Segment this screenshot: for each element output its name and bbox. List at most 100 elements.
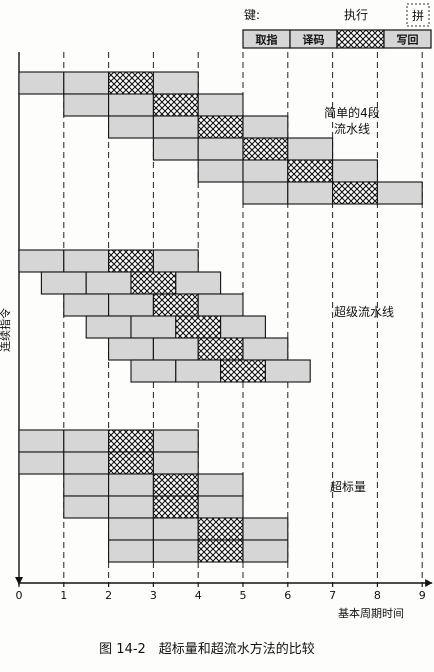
legend-writeback-label: 写回: [397, 33, 419, 47]
legend-key-label: 键:: [244, 8, 260, 22]
instruction-row: [63, 495, 244, 519]
stage-execute-cell: [197, 539, 244, 563]
stage-fetch-cell: [18, 429, 65, 453]
stage-fetch-cell: [108, 337, 154, 361]
stage-execute-cell: [197, 337, 244, 361]
x-tick-label: 9: [419, 589, 426, 602]
stage-writeback-cell: [242, 517, 289, 541]
stage-fetch-cell: [18, 249, 65, 273]
stage-fetch-cell: [108, 539, 154, 563]
stage-fetch-cell: [130, 359, 177, 383]
x-axis-label: 基本周期时间: [338, 606, 404, 620]
section-label: 流水线: [334, 122, 370, 136]
legend-writeback-box: [383, 29, 432, 49]
x-tick-label: 2: [105, 589, 112, 602]
stage-fetch-cell: [63, 473, 110, 497]
instruction-bars: [18, 71, 423, 563]
stage-fetch-cell: [18, 451, 65, 475]
stage-writeback-cell: [220, 315, 266, 339]
stage-execute-cell: [332, 181, 378, 205]
stage-fetch-cell: [63, 293, 110, 317]
x-axis-arrow: [425, 579, 433, 587]
x-tick-label: 1: [60, 589, 67, 602]
instruction-row: [40, 271, 222, 295]
stage-fetch-cell: [18, 71, 65, 95]
instruction-row: [63, 293, 244, 317]
stage-writeback-cell: [197, 473, 244, 497]
stage-writeback-cell: [376, 181, 423, 205]
section-label: 超级流水线: [334, 304, 394, 319]
x-tick-label: 8: [374, 589, 381, 602]
stage-decode-cell: [63, 451, 110, 475]
legend: 键: 执行 拼 取指 译码 写回: [242, 3, 432, 49]
stage-decode-cell: [108, 293, 154, 317]
stage-writeback-cell: [242, 115, 289, 139]
instruction-row: [108, 517, 289, 541]
instruction-row: [18, 451, 199, 475]
legend-exec-label: 执行: [344, 8, 368, 22]
legend-stage-boxes: 取指 译码 写回: [242, 29, 432, 49]
stage-decode-cell: [108, 473, 154, 497]
stage-writeback-cell: [152, 451, 199, 475]
stage-execute-cell: [175, 315, 222, 339]
stage-execute-cell: [152, 473, 199, 497]
instruction-row: [242, 181, 423, 205]
instruction-row: [108, 539, 289, 563]
stage-fetch-cell: [197, 159, 244, 183]
stage-decode-cell: [152, 517, 199, 541]
stage-fetch-cell: [63, 495, 110, 519]
stage-execute-cell: [108, 429, 154, 453]
stage-decode-cell: [63, 71, 110, 95]
stage-execute-cell: [242, 137, 289, 161]
stage-execute-cell: [197, 517, 244, 541]
stage-fetch-cell: [63, 93, 110, 117]
x-tick-label: 4: [195, 589, 202, 602]
stage-execute-cell: [197, 115, 244, 139]
x-tick-label: 5: [240, 589, 247, 602]
stage-writeback-cell: [242, 539, 289, 563]
legend-decode-label: 译码: [303, 34, 325, 47]
stage-writeback-cell: [242, 337, 289, 361]
section-label: 超标量: [330, 479, 366, 494]
corner-mark: 拼: [412, 9, 424, 23]
stage-execute-cell: [130, 271, 177, 295]
corner-mark-box: [406, 3, 430, 27]
stage-execute-cell: [220, 359, 266, 383]
time-axis: 0 1 2 3 4 5 6 7 8 9: [16, 579, 433, 602]
instruction-row: [108, 115, 289, 139]
stage-execute-cell: [108, 451, 154, 475]
stage-writeback-cell: [197, 93, 244, 117]
figure-caption: 图 14-2 超标量和超流水方法的比较: [99, 641, 315, 657]
stage-fetch-cell: [40, 271, 87, 295]
instruction-row: [63, 93, 244, 117]
instruction-row: [197, 159, 378, 183]
stage-writeback-cell: [152, 429, 199, 453]
stage-decode-cell: [108, 495, 154, 519]
instruction-row: [18, 429, 199, 453]
stage-fetch-cell: [85, 315, 132, 339]
stage-decode-cell: [63, 429, 110, 453]
stage-fetch-cell: [108, 115, 154, 139]
stage-decode-cell: [242, 159, 289, 183]
stage-decode-cell: [85, 271, 132, 295]
stage-fetch-cell: [152, 137, 199, 161]
section-label: 简单的4段: [324, 105, 380, 120]
x-tick-label: 7: [329, 589, 336, 602]
stage-fetch-cell: [242, 181, 289, 205]
stage-writeback-cell: [197, 293, 244, 317]
instruction-row: [130, 359, 311, 383]
stage-fetch-cell: [108, 517, 154, 541]
stage-writeback-cell: [152, 71, 199, 95]
instruction-row: [108, 337, 289, 361]
stage-decode-cell: [152, 337, 199, 361]
stage-execute-cell: [108, 71, 154, 95]
stage-decode-cell: [175, 359, 222, 383]
stage-decode-cell: [63, 249, 110, 273]
y-axis-arrow: [15, 577, 23, 585]
legend-execute-box: [336, 29, 385, 49]
stage-decode-cell: [197, 137, 244, 161]
instruction-row: [85, 315, 266, 339]
